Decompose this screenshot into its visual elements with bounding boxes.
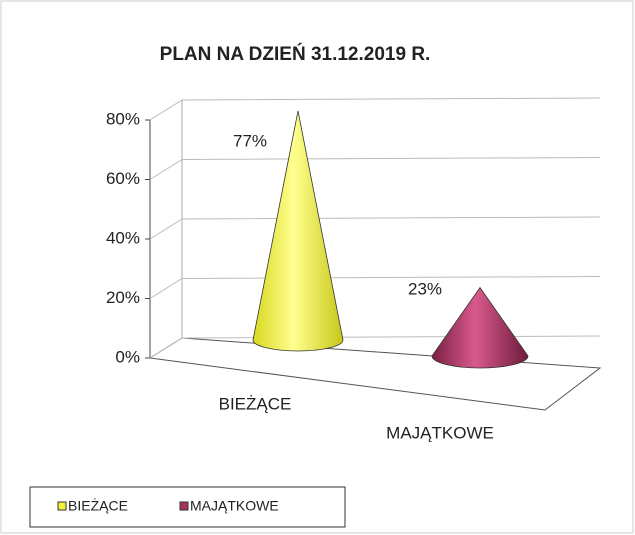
cone [252,110,344,352]
y-tick-label: 60% [106,169,140,188]
grid-line [149,335,601,359]
legend-label: BIEŻĄCE [68,497,128,514]
legend-swatch [179,501,189,511]
cone [431,286,529,369]
y-tick-label: 0% [115,347,140,366]
data-label: 23% [408,279,442,298]
chart-title: PLAN NA DZIEŃ 31.12.2019 R. [160,43,431,65]
y-tick-label: 20% [106,288,140,307]
legend-label: MAJĄTKOWE [190,498,279,514]
legend [29,486,346,528]
legend-swatch [57,501,67,511]
y-tick-label: 80% [106,109,140,128]
grid-line [149,216,601,240]
data-label: 77% [233,131,267,150]
x-tick-label: BIEŻĄCE [219,394,292,413]
y-tick-label: 40% [106,228,140,247]
floor [148,337,602,411]
grid-line [149,97,601,121]
grid-line [149,276,601,299]
x-tick-label: MAJĄTKOWE [386,423,494,442]
grid-line [149,157,601,180]
